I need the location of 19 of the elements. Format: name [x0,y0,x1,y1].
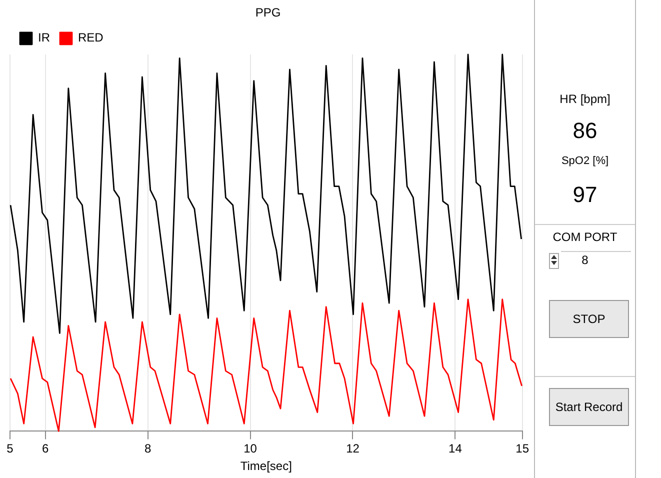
text: 86 [572,118,598,144]
x-tick-label: 6 [42,442,50,456]
x-tick-label: 15 [516,442,530,456]
text: 97 [572,182,598,208]
x-axis-title: Time[sec] [240,459,292,474]
text: SpO2 [%] [560,155,610,167]
record-button[interactable]: Start Record [549,388,629,426]
stop-button[interactable]: STOP [549,300,629,338]
legend-label: RED [78,30,104,45]
chart-title: PPG [255,6,281,20]
x-tick-label: 8 [144,442,152,456]
text: COM PORT [552,230,618,244]
x-tick-label: 12 [346,442,360,456]
x-tick-label: 14 [448,442,462,456]
text: 8 [580,253,590,267]
text: HR [bpm] [558,92,612,106]
x-tick-label: 5 [6,442,14,456]
legend-label: IR [38,30,50,45]
x-tick-label: 10 [244,442,258,456]
